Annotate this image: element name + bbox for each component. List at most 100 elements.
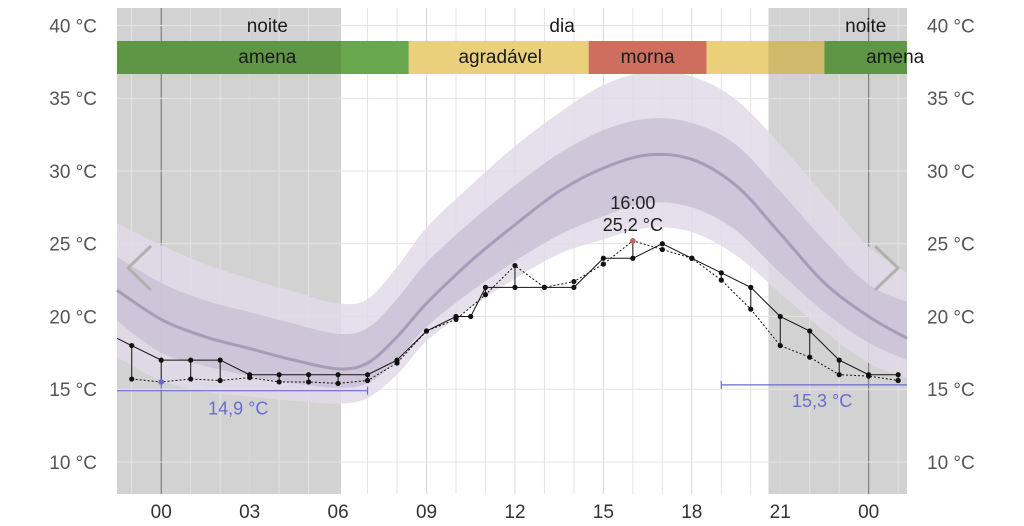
observed-max-point [807, 328, 813, 334]
observed-max-point [718, 270, 724, 276]
comfort-night-overlay-0 [117, 41, 342, 74]
x-tick-label: 21 [770, 502, 791, 523]
inner-forecast-band [117, 118, 907, 388]
x-tick-label: 06 [328, 502, 349, 523]
observed-min-point [335, 380, 341, 387]
observed-min-point [748, 306, 754, 312]
comfort-label-1: agradável [458, 47, 541, 68]
observed-min-point [394, 360, 400, 366]
observed-max-point [659, 241, 665, 247]
observed-min-point [482, 292, 489, 298]
observed-max-point [600, 255, 606, 261]
y-tick-label-left: 15 °C [49, 380, 97, 401]
observed-min-point [364, 377, 371, 384]
forecast-bands [116, 71, 908, 404]
y-tick-label-left: 40 °C [49, 16, 97, 37]
max-value-label: 25,2 °C [603, 215, 663, 235]
y-tick-label-right: 15 °C [927, 380, 975, 401]
x-tick-label: 18 [681, 502, 702, 523]
comfort-label-4: amena [866, 47, 925, 68]
x-tick-label: 00 [858, 502, 879, 523]
comfort-band-1 [408, 41, 589, 74]
comfort-band-3 [706, 41, 825, 74]
observed-min-point [541, 284, 548, 290]
observed-max-point [512, 284, 518, 290]
navigation [126, 244, 900, 292]
chevron-left-icon[interactable] [126, 244, 153, 292]
observed-max-point [777, 313, 783, 320]
observed-min-point [895, 377, 901, 384]
observed-min-point [718, 277, 724, 283]
y-tick-label-right: 40 °C [927, 16, 975, 37]
min-label-right: 15,3 °C [792, 391, 852, 411]
min-point-marker [158, 379, 165, 385]
observed-max-point [364, 372, 371, 378]
observed-max-point [306, 372, 312, 378]
y-tick-label-right: 35 °C [927, 89, 975, 110]
observed-max-point [468, 313, 474, 320]
observed-max-point [335, 372, 341, 378]
period-label-1: dia [549, 16, 575, 37]
comfort-night-overlay-1 [768, 41, 907, 74]
y-tick-label-right: 20 °C [927, 307, 975, 328]
observed-max-point [895, 372, 901, 378]
x-tick-label: 15 [593, 502, 614, 523]
observed-min-point [129, 376, 135, 382]
observed-min-point [217, 377, 223, 384]
chevron-right-icon[interactable] [873, 244, 900, 292]
observed-min-point [777, 342, 783, 349]
x-tick-label: 09 [416, 502, 437, 523]
comfort-band-4 [824, 41, 907, 74]
observed-max-point [129, 342, 135, 349]
y-tick-label-left: 35 °C [49, 89, 97, 110]
x-tick-label: 00 [151, 502, 172, 523]
period-label-2: noite [845, 16, 886, 37]
observed-max-point [188, 357, 194, 363]
observed-max-point [276, 372, 282, 378]
observed-min-point [689, 255, 695, 261]
x-tick-label: 12 [504, 502, 525, 523]
observed-min-point [836, 372, 842, 378]
comfort-band-0 [117, 41, 409, 74]
observed-max-point [630, 255, 636, 261]
observed-min-point [188, 376, 194, 382]
comfort-label-0: amena [238, 47, 297, 68]
observed-min-point [807, 354, 813, 360]
observed-max-point [217, 357, 223, 363]
observed-min-point [600, 261, 606, 267]
comfort-label-2: morna [621, 47, 675, 68]
y-tick-label-right: 30 °C [927, 162, 975, 183]
observed-min-point [512, 262, 518, 269]
y-tick-label-left: 10 °C [49, 453, 97, 474]
observed-min-point [423, 328, 430, 334]
y-tick-label-left: 25 °C [49, 235, 97, 256]
x-tick-label: 03 [239, 502, 260, 523]
observed-max-point [571, 284, 577, 290]
observed-min-point [276, 379, 282, 385]
observed-min-point [247, 374, 253, 381]
comfort-band-2 [588, 41, 707, 74]
y-tick-label-left: 20 °C [49, 307, 97, 328]
observed-min-point [866, 373, 872, 379]
observed-series [116, 238, 901, 387]
observed-min-point [571, 278, 577, 285]
observed-min-line [131, 240, 899, 384]
min-label-left: 14,9 °C [208, 399, 268, 419]
y-tick-label-left: 30 °C [49, 162, 97, 183]
period-label-0: noite [247, 16, 288, 37]
max-time-label: 16:00 [610, 193, 655, 213]
axis-labels: noite dia noite 10 °C 10 °C 15 °C 15 °C 20 °C 20… [49, 16, 974, 523]
observed-max-point [836, 357, 842, 363]
y-tick-label-right: 25 °C [927, 235, 975, 256]
comfort-band-bar: amena agradável morna amena [117, 41, 925, 74]
observed-min-point [659, 246, 665, 253]
y-tick-label-right: 10 °C [927, 453, 975, 474]
observed-max-point [158, 357, 164, 363]
observed-min-point [453, 316, 459, 322]
observed-max-point [482, 284, 489, 290]
observed-max-point [748, 284, 754, 290]
observed-min-point [306, 379, 312, 385]
max-point-marker [630, 238, 636, 244]
